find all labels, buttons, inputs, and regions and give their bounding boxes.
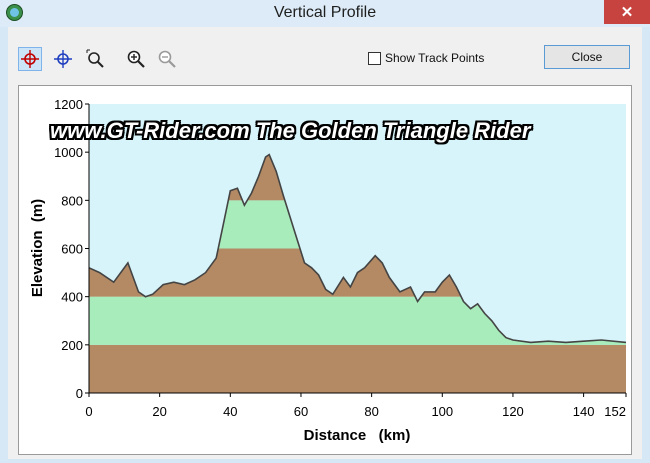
x-tick-label: 140 [573,404,595,419]
elevation-line [88,153,627,344]
y-tick-label: 1200 [54,97,83,112]
y-tick-label: 200 [61,338,83,353]
crosshair-blue-icon [54,50,72,68]
x-tick-label: 0 [85,404,92,419]
x-tick-label: 60 [294,404,308,419]
show-track-points-label: Show Track Points [385,51,485,65]
zoom-box-icon [86,49,104,68]
x-tick-label: 100 [431,404,453,419]
window-close-button[interactable]: ✕ [604,0,650,24]
checkbox-box[interactable] [368,51,381,65]
tool-zoom-box[interactable] [83,47,107,71]
x-axis-label: Distance (km) [304,427,411,444]
zoom-out-icon [158,50,176,68]
y-tick-label: 1000 [54,145,83,160]
y-tick-label: 800 [61,193,83,208]
close-button[interactable]: Close [544,45,630,69]
x-tick-label: 40 [223,404,237,419]
y-tick-label: 400 [61,290,83,305]
x-tick-label: 20 [152,404,166,419]
crosshair-red-icon [21,50,39,68]
x-tick-label: 152 [604,404,626,419]
globe-icon [6,4,23,21]
y-tick-label: 0 [76,386,83,401]
x-tick-label: 120 [502,404,524,419]
tool-crosshair-red[interactable] [18,47,42,71]
tool-crosshair-blue[interactable] [51,47,75,71]
window-title: Vertical Profile [273,4,377,21]
elevation-band [89,344,626,393]
zoom-in-icon [127,50,145,68]
title-bar: Vertical Profile ✕ [0,0,650,27]
tool-zoom-out[interactable] [155,47,179,71]
tool-zoom-in[interactable] [124,47,148,71]
watermark-text: www.GT-Rider.com The Golden Triangle Rid… [50,118,531,143]
show-track-points-checkbox[interactable]: Show Track Points [368,50,484,66]
y-axis-label: Elevation (m) [29,199,46,297]
x-tick-label: 80 [364,404,378,419]
y-tick-label: 600 [61,242,83,257]
